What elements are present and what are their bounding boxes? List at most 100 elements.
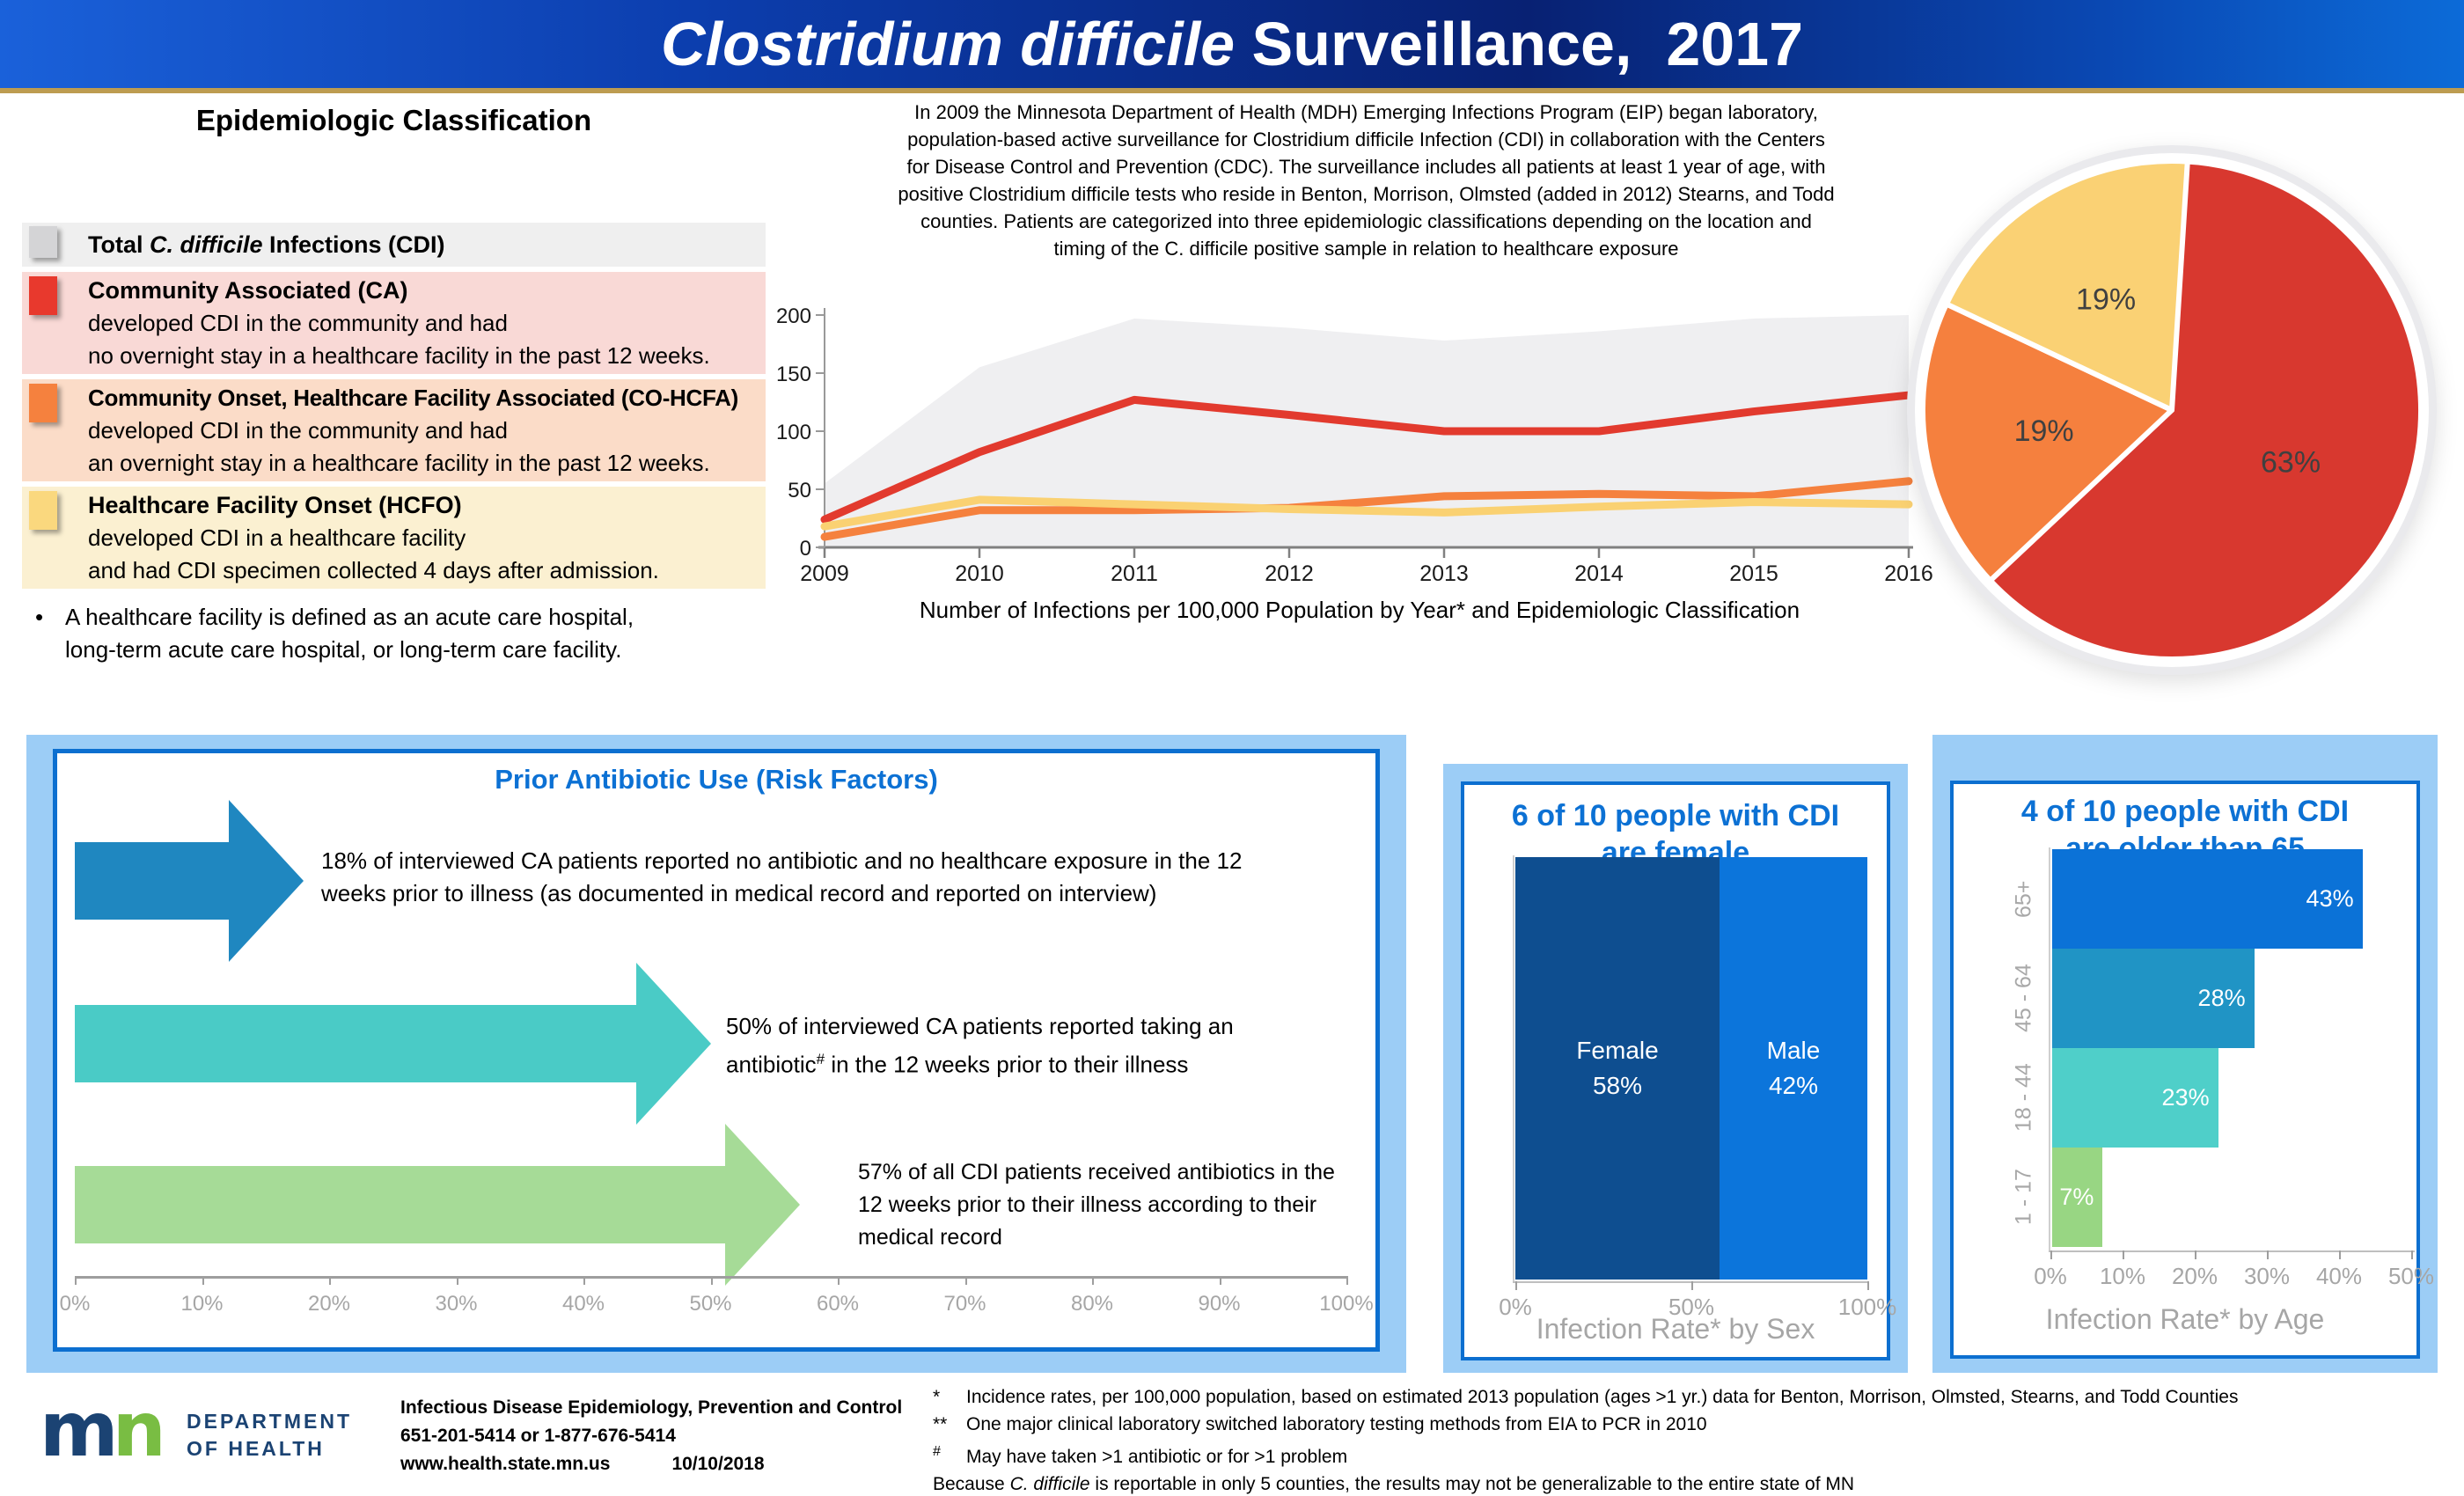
page-title-rest: Surveillance, 2017	[1235, 10, 1804, 78]
age-category-label: 1 - 17	[2011, 1169, 2036, 1226]
contact-program: Infectious Disease Epidemiology, Prevent…	[400, 1397, 903, 1418]
publish-date: 10/10/2018	[671, 1454, 765, 1474]
x-tick-label: 2011	[1111, 561, 1158, 586]
sex-segment-value: 42%	[1768, 1072, 1819, 1099]
age-category-label: 65+	[2011, 880, 2036, 918]
age-y-axis	[2049, 847, 2050, 1250]
age-axis-tick	[2339, 1250, 2341, 1259]
sex-stacked-bar: Female 58% Male 42%	[1515, 857, 1867, 1280]
sex-segment-name: Male	[1766, 1037, 1821, 1064]
risk-axis-tick-label: 70%	[943, 1292, 986, 1316]
risk-arrow-57pct	[75, 1166, 725, 1243]
legend-label-hcfo: Healthcare Facility Onset (HCFO) develop…	[88, 492, 659, 583]
risk-axis-tick-label: 20%	[307, 1292, 351, 1316]
age-panel-box: 4 of 10 people with CDI are older than 6…	[1950, 781, 2434, 1359]
y-tick-label: 0	[800, 537, 811, 561]
pie-slice-label: 63%	[2261, 445, 2321, 479]
risk-axis-tick-label: 80%	[1070, 1292, 1114, 1316]
risk-axis-tick	[583, 1276, 585, 1285]
risk-axis-tick-label: 10%	[180, 1292, 224, 1316]
pie-slice	[1919, 301, 2174, 583]
age-panel: 4 of 10 people with CDI are older than 6…	[1932, 735, 2438, 1373]
age-axis-tick-label: 30%	[2243, 1263, 2291, 1289]
series-line	[820, 477, 1913, 541]
risk-axis-tick-label: 40%	[561, 1292, 605, 1316]
age-x-axis	[2049, 1250, 2415, 1252]
legend-swatch-hcfo	[29, 491, 57, 530]
footnotes: * Incidence rates, per 100,000 population…	[933, 1383, 2238, 1496]
legend-swatch-ca	[29, 276, 57, 315]
age-axis-label: Infection Rate* by Age	[2045, 1303, 2325, 1335]
surveillance-intro-paragraph: In 2009 the Minnesota Department of Heal…	[779, 99, 1954, 262]
pie-slice	[1987, 158, 2424, 662]
footnote-incidence: * Incidence rates, per 100,000 population…	[933, 1387, 2239, 1407]
age-axis-tick	[2267, 1250, 2269, 1259]
pie-slice-label: 19%	[2076, 282, 2136, 316]
risk-panel: Prior Antibiotic Use (Risk Factors) 18% …	[26, 735, 1406, 1373]
risk-arrow-18pct-text: 18% of interviewed CA patients reported …	[321, 847, 1243, 906]
y-tick-label: 150	[776, 363, 811, 386]
x-tick-label: 2015	[1729, 561, 1778, 586]
sex-x-axis	[1513, 1281, 1869, 1283]
age-axis-tick	[2411, 1250, 2413, 1259]
page-title: Clostridium difficile Surveillance, 2017	[0, 0, 2464, 88]
series-line	[820, 391, 1913, 524]
risk-axis-tick	[1092, 1276, 1094, 1285]
risk-arrow-18pct	[75, 842, 230, 920]
contact-phone: 651-201-5414 or 1-877-676-5414	[400, 1426, 676, 1446]
sex-segment-name: Female	[1576, 1037, 1659, 1064]
pie-slice	[1943, 158, 2190, 413]
intro-line: counties. Patients are categorized into …	[920, 210, 1812, 232]
sex-axis-tick	[1691, 1281, 1693, 1290]
legend-swatch-total	[29, 226, 57, 258]
website-link[interactable]: www.health.state.mn.us	[400, 1454, 611, 1474]
risk-arrow-50pct	[75, 1005, 636, 1082]
risk-arrow-50pct-head	[635, 963, 711, 1125]
risk-axis-tick-label: 0%	[59, 1292, 91, 1316]
sex-segment-female: Female 58%	[1515, 857, 1720, 1280]
x-tick-label: 2014	[1574, 561, 1624, 586]
sex-axis-tick-label: 50%	[1668, 1294, 1715, 1320]
legend-row-ca: Community Associated (CA) developed CDI …	[22, 272, 766, 374]
risk-axis-tick	[1346, 1276, 1348, 1285]
risk-axis-tick-label: 90%	[1198, 1292, 1241, 1316]
intro-line: positive Clostridium difficile tests who…	[898, 183, 1835, 205]
risk-arrow-57pct-text: 57% of all CDI patients received antibio…	[858, 1160, 1335, 1250]
risk-axis-tick	[710, 1276, 713, 1285]
legend-swatch-cohcfa	[29, 384, 57, 422]
infections-by-year-plot: 2009 2010 2011 2012 2013 2014 2015 2016 0 50 100 15…	[776, 304, 1933, 586]
risk-axis-tick	[75, 1276, 77, 1285]
x-tick-label: 2016	[1884, 561, 1933, 586]
sex-segment-value: 58%	[1592, 1072, 1643, 1099]
risk-panel-box: Prior Antibiotic Use (Risk Factors) 18% …	[53, 749, 1380, 1352]
age-axis-tick-label: 20%	[2171, 1263, 2218, 1289]
y-tick-label: 100	[776, 421, 811, 444]
risk-axis-tick-label: 50%	[689, 1292, 732, 1316]
age-category-label: 45 - 64	[2011, 964, 2036, 1033]
age-bar-value: 23%	[2161, 1084, 2210, 1111]
legend-row-cohcfa: Community Onset, Healthcare Facility Ass…	[22, 379, 766, 481]
age-bar-value: 7%	[2059, 1184, 2094, 1210]
classification-heading: Epidemiologic Classification	[195, 104, 592, 136]
pie-slice-label: 19%	[2014, 414, 2074, 448]
age-bar-1-17: 7%	[2052, 1148, 2103, 1247]
risk-axis-tick	[202, 1276, 204, 1285]
x-tick-label: 2012	[1265, 561, 1314, 586]
total-cdi-area	[825, 315, 1909, 547]
sex-axis-tick-label: 0%	[1499, 1294, 1532, 1320]
x-tick-label: 2009	[800, 561, 849, 586]
sex-panel-box: 6 of 10 people with CDI are female Femal…	[1461, 781, 1896, 1360]
risk-axis-tick-label: 60%	[816, 1292, 860, 1316]
y-tick-label: 50	[788, 479, 811, 502]
risk-axis-tick	[1219, 1276, 1221, 1285]
sex-axis-tick	[1867, 1281, 1869, 1290]
x-tick-label: 2013	[1419, 561, 1469, 586]
age-axis-tick-label: 10%	[2099, 1263, 2146, 1289]
age-bar-45-64: 28%	[2052, 949, 2255, 1048]
contact-block: Infectious Disease Epidemiology, Prevent…	[400, 1394, 902, 1478]
risk-axis-tick	[456, 1276, 458, 1285]
risk-axis-tick-label: 30%	[435, 1292, 478, 1316]
risk-arrow-18pct-head	[229, 800, 304, 962]
age-axis-tick	[2123, 1250, 2124, 1259]
age-bar-value: 43%	[2306, 885, 2354, 912]
